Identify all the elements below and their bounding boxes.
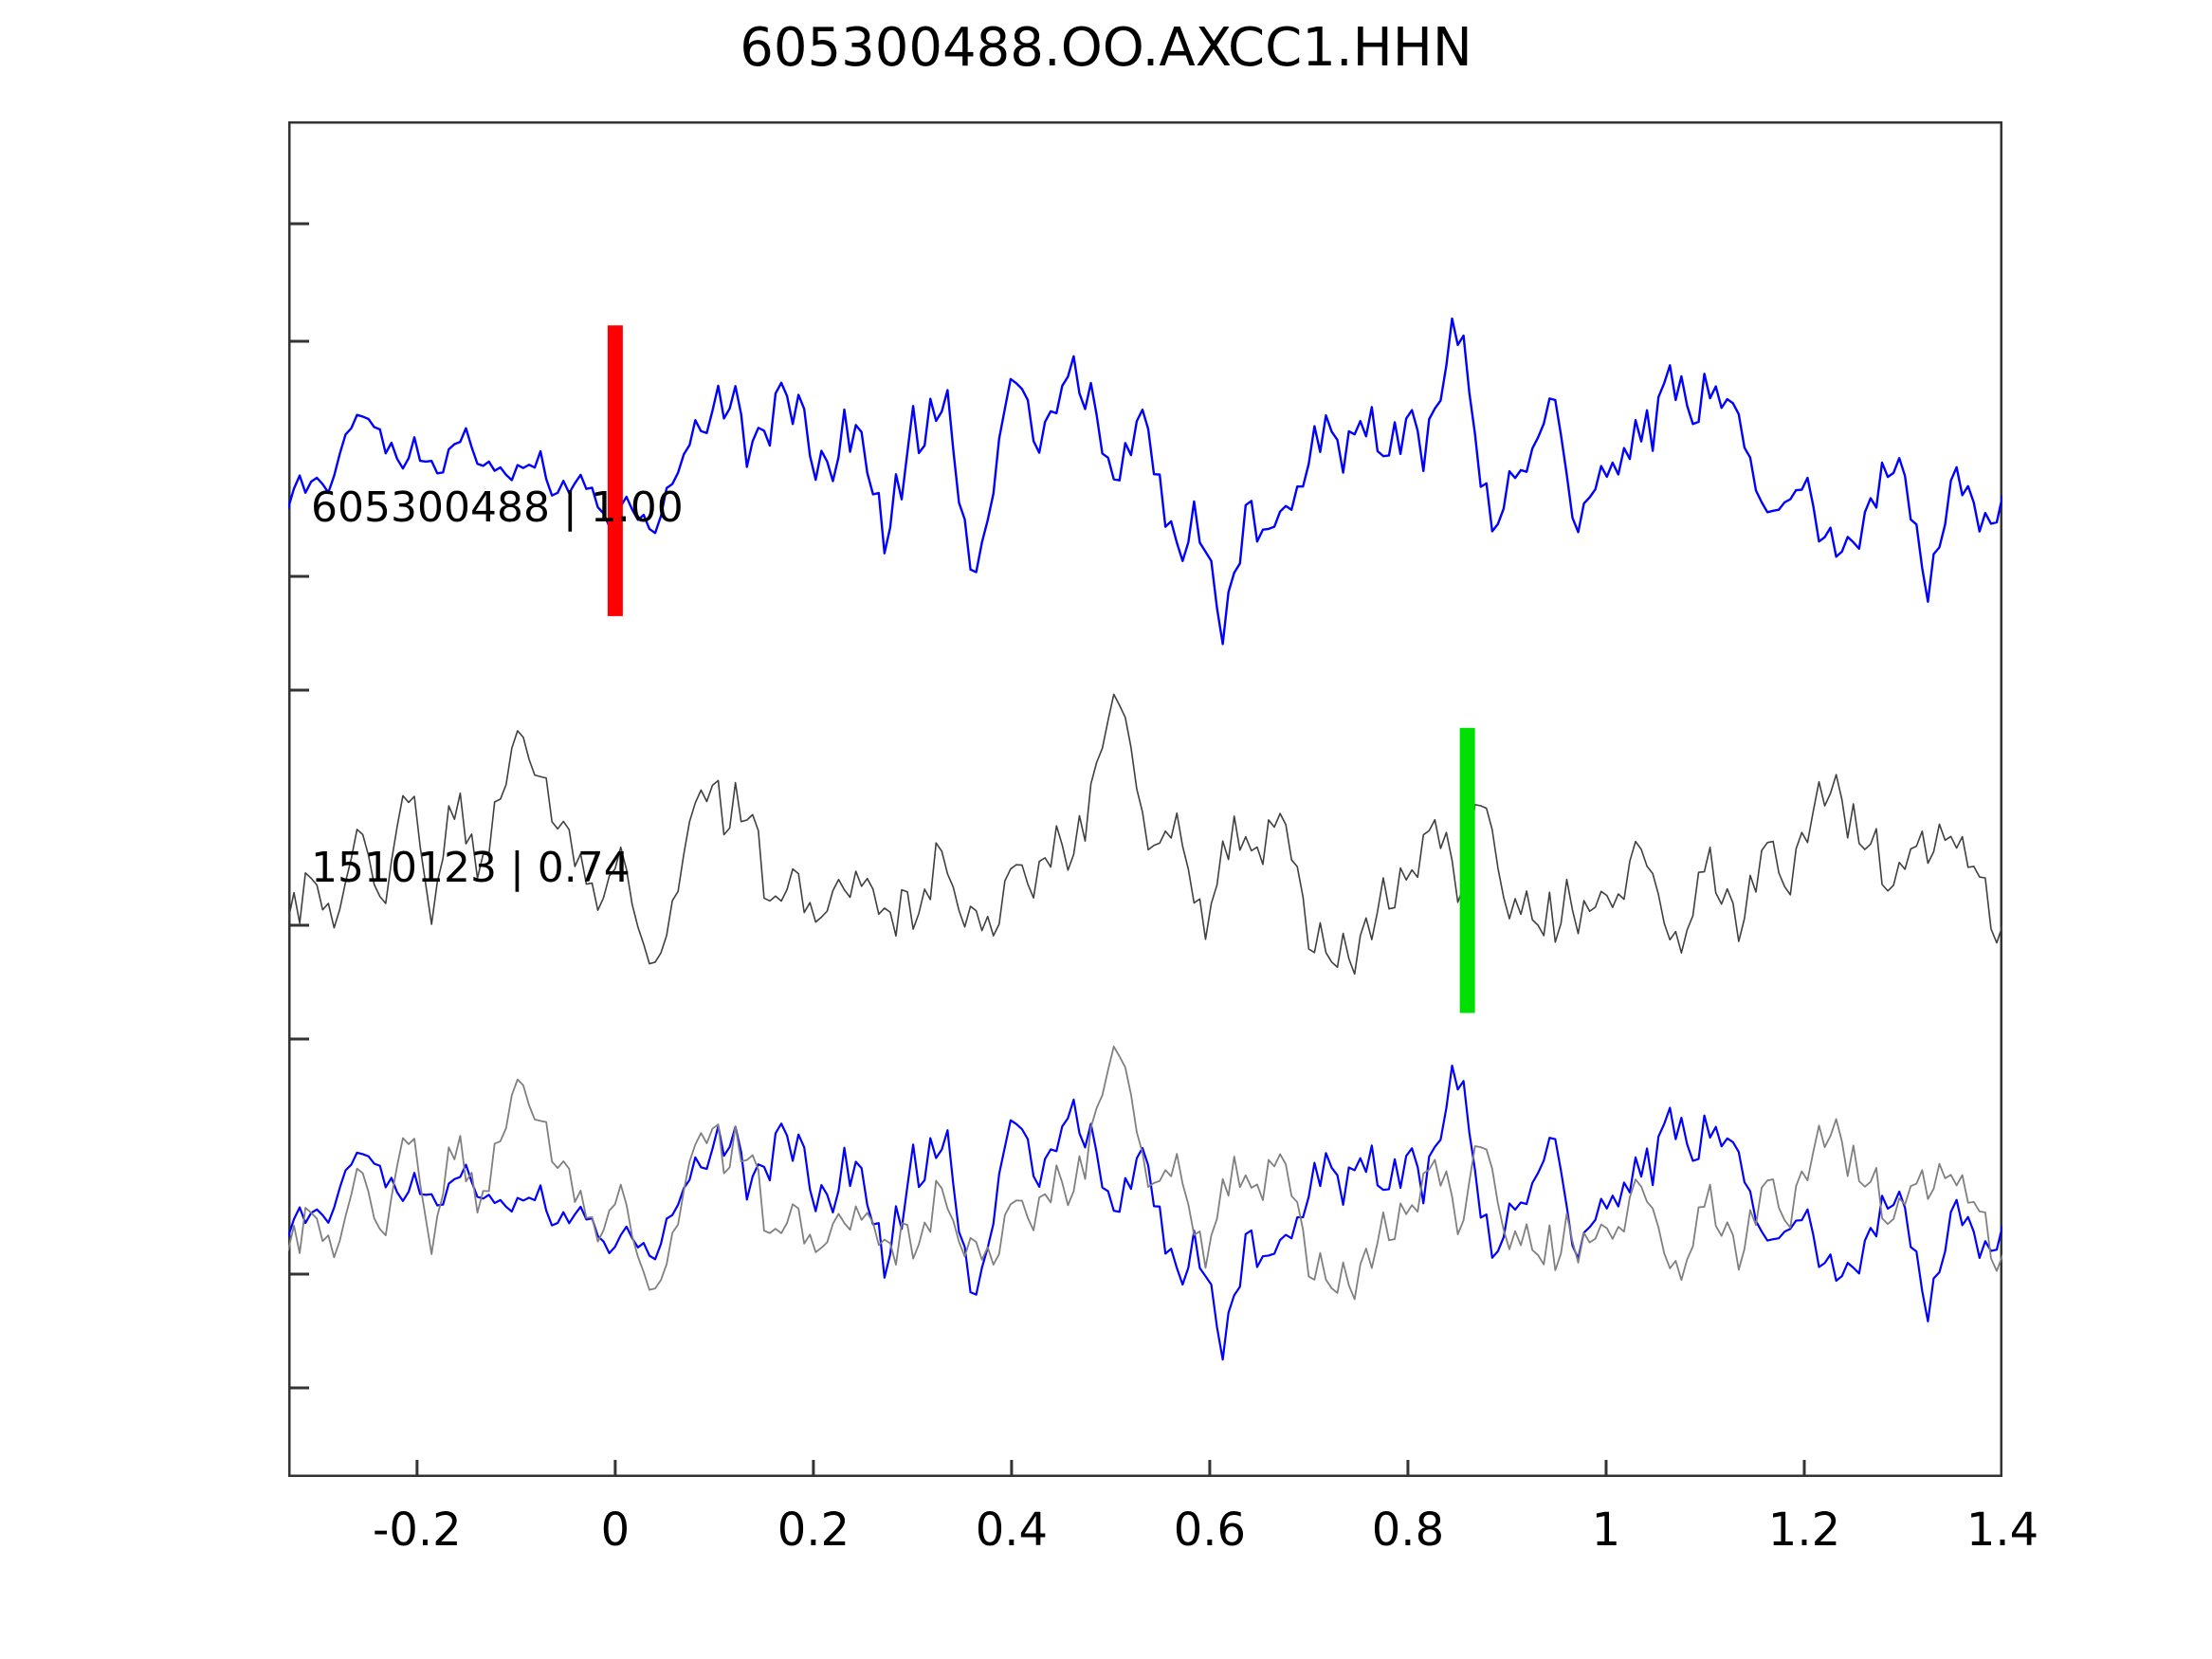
page-title: 605300488.OO.AXCC1.HHN bbox=[740, 17, 1472, 79]
y-tick-marks bbox=[288, 222, 309, 1390]
template-trace-label: 605300488 | 1.00 bbox=[311, 483, 684, 532]
x-tick-label: 1.2 bbox=[1767, 1504, 1841, 1557]
x-tick-label: 1.4 bbox=[1965, 1504, 2039, 1557]
waveform-trace bbox=[288, 1064, 2002, 1361]
pick-markers[interactable] bbox=[607, 325, 1475, 1013]
x-tick-label: 0.6 bbox=[1173, 1504, 1247, 1557]
waveform-trace bbox=[288, 317, 2002, 646]
x-tick-label: 0 bbox=[600, 1504, 631, 1557]
detection-trace-label: 1510123 | 0.74 bbox=[311, 844, 631, 892]
axes-frame-rect bbox=[288, 121, 2002, 1477]
x-tick-marks bbox=[415, 1460, 2002, 1477]
x-tick-label: -0.2 bbox=[373, 1504, 462, 1557]
x-tick-label: 0.8 bbox=[1371, 1504, 1445, 1557]
axes-frame bbox=[288, 121, 2002, 1477]
plot-area[interactable]: 605300488 | 1.00 1510123 | 0.74 bbox=[288, 121, 2002, 1477]
x-tick-label: 0.2 bbox=[777, 1504, 850, 1557]
detection-pick-marker[interactable] bbox=[1459, 727, 1475, 1013]
waveform-traces bbox=[288, 317, 2002, 1361]
template-pick-marker[interactable] bbox=[607, 325, 623, 616]
waveform-plot-svg bbox=[288, 121, 2002, 1477]
x-tick-label: 1 bbox=[1591, 1504, 1621, 1557]
x-tick-label: 0.4 bbox=[975, 1504, 1049, 1557]
waveform-trace bbox=[288, 1046, 2002, 1301]
waveform-trace bbox=[288, 693, 2002, 975]
